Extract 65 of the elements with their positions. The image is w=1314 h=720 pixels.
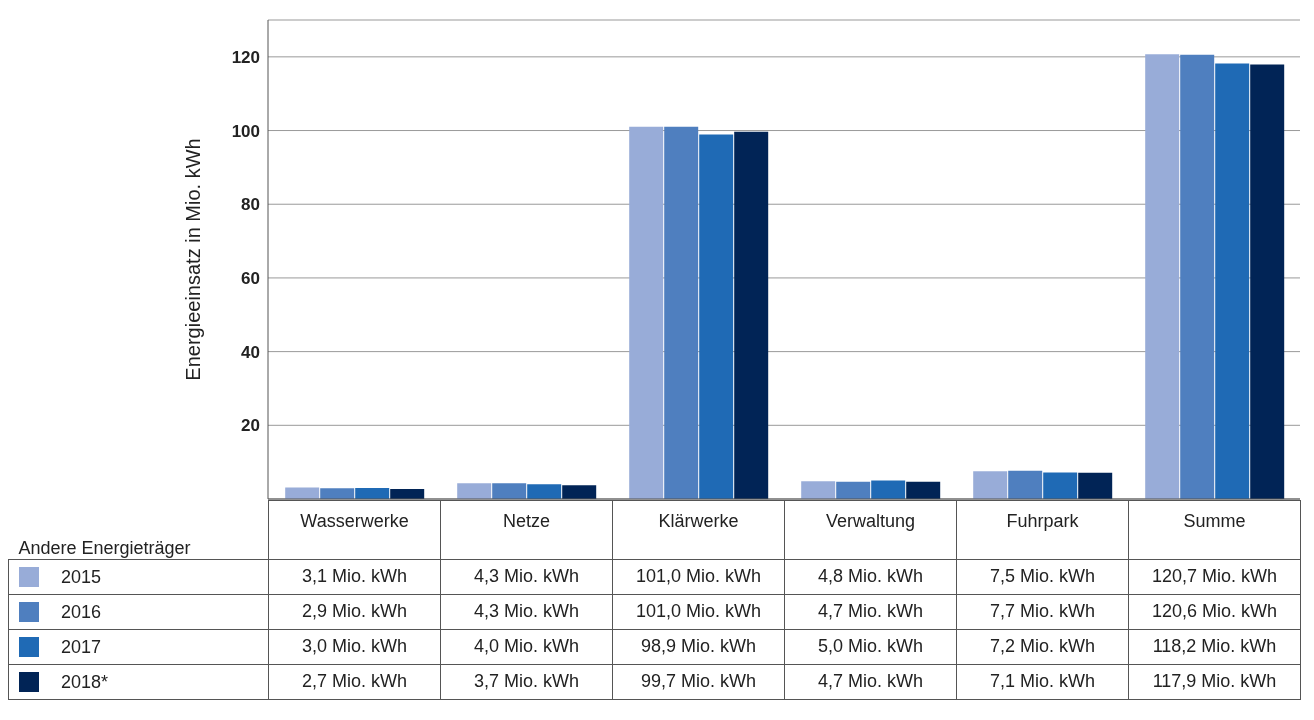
legend-label: 2017 (61, 636, 102, 657)
bar (836, 481, 871, 499)
data-label: 7,1 Mio. kWh (956, 664, 1129, 699)
y-tick-label: 80 (241, 195, 260, 215)
data-label: 2,9 Mio. kWh (268, 594, 441, 629)
bar (1043, 472, 1078, 499)
bar (492, 483, 527, 499)
bar (562, 485, 597, 499)
x-tick-label: Klärwerke (612, 500, 785, 559)
data-label: 4,3 Mio. kWh (440, 559, 613, 594)
data-label: 117,9 Mio. kWh (1128, 664, 1301, 699)
data-label: 4,3 Mio. kWh (440, 594, 613, 629)
data-label: 99,7 Mio. kWh (612, 664, 785, 699)
y-tick-label: 20 (241, 416, 260, 436)
bar (801, 481, 836, 499)
bar (1008, 470, 1043, 499)
bar (664, 126, 699, 499)
data-label: 4,7 Mio. kWh (784, 664, 957, 699)
bar (973, 471, 1008, 499)
data-label: 2,7 Mio. kWh (268, 664, 441, 699)
data-label: 4,7 Mio. kWh (784, 594, 957, 629)
data-label: 7,5 Mio. kWh (956, 559, 1129, 594)
data-label: 118,2 Mio. kWh (1128, 629, 1301, 664)
bar (906, 481, 941, 499)
data-label: 4,8 Mio. kWh (784, 559, 957, 594)
legend-label: 2016 (61, 601, 102, 622)
data-label: 4,0 Mio. kWh (440, 629, 613, 664)
y-tick-label: 100 (231, 121, 260, 141)
legend-label: 2018* (61, 671, 109, 692)
data-label: 98,9 Mio. kWh (612, 629, 785, 664)
bar (699, 134, 734, 499)
legend-label: 2015 (61, 566, 102, 587)
x-tick-label: Summe (1128, 500, 1301, 559)
bar (1215, 63, 1250, 499)
bar (1250, 64, 1285, 499)
data-label: 3,1 Mio. kWh (268, 559, 441, 594)
data-label: 3,7 Mio. kWh (440, 664, 613, 699)
bar (457, 483, 492, 499)
bar (734, 131, 769, 499)
bar (527, 484, 562, 499)
bar (629, 126, 664, 499)
data-label: 101,0 Mio. kWh (612, 559, 785, 594)
data-label: 3,0 Mio. kWh (268, 629, 441, 664)
y-tick-label: 40 (241, 342, 260, 362)
bar (871, 480, 906, 499)
data-label: 5,0 Mio. kWh (784, 629, 957, 664)
bar (1180, 54, 1215, 499)
data-label: 120,6 Mio. kWh (1128, 594, 1301, 629)
x-tick-label: Verwaltung (784, 500, 957, 559)
x-tick-label: Wasserwerke (268, 500, 441, 559)
bar (390, 489, 425, 499)
bar (320, 488, 355, 499)
y-tick-label: 120 (231, 47, 260, 67)
data-label: 120,7 Mio. kWh (1128, 559, 1301, 594)
bar (1145, 54, 1180, 499)
data-label: 7,2 Mio. kWh (956, 629, 1129, 664)
x-tick-label: Fuhrpark (956, 500, 1129, 559)
data-label: 101,0 Mio. kWh (612, 594, 785, 629)
y-axis-title: Energieeinsatz in Mio. kWh (182, 138, 205, 381)
legend-title: Andere Energieträger (17, 536, 192, 559)
y-tick-label: 60 (241, 268, 260, 288)
bar (355, 487, 390, 499)
bar (1078, 472, 1113, 499)
x-tick-label: Netze (440, 500, 613, 559)
data-label: 7,7 Mio. kWh (956, 594, 1129, 629)
